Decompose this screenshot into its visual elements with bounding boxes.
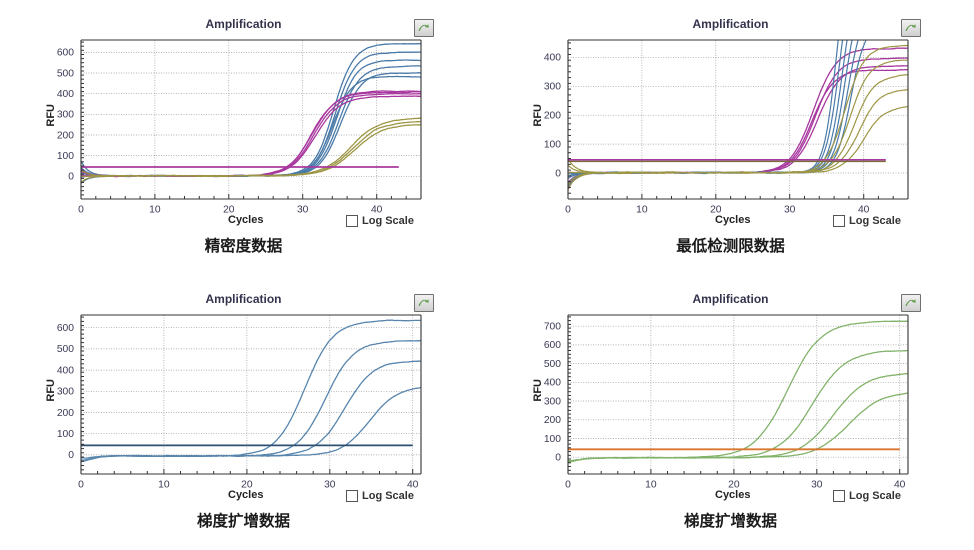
svg-text:500: 500 [544, 359, 561, 370]
svg-text:100: 100 [544, 139, 561, 150]
svg-text:10: 10 [645, 480, 657, 491]
svg-text:600: 600 [544, 340, 561, 351]
svg-text:40: 40 [407, 480, 419, 491]
svg-text:10: 10 [636, 205, 648, 216]
svg-text:400: 400 [544, 378, 561, 389]
svg-text:30: 30 [324, 480, 336, 491]
svg-text:100: 100 [57, 151, 74, 162]
svg-text:700: 700 [544, 322, 561, 333]
svg-text:300: 300 [57, 387, 74, 398]
svg-text:0: 0 [565, 205, 571, 216]
svg-text:10: 10 [158, 480, 170, 491]
svg-text:40: 40 [858, 205, 870, 216]
svg-text:10: 10 [149, 205, 161, 216]
svg-text:100: 100 [57, 429, 74, 440]
svg-text:600: 600 [57, 323, 74, 334]
svg-text:0: 0 [78, 205, 84, 216]
svg-text:30: 30 [784, 205, 796, 216]
svg-text:500: 500 [57, 68, 74, 79]
svg-text:40: 40 [894, 480, 906, 491]
svg-text:0: 0 [68, 172, 74, 183]
svg-text:0: 0 [555, 168, 561, 179]
svg-text:400: 400 [57, 89, 74, 100]
svg-text:600: 600 [57, 48, 74, 59]
svg-text:400: 400 [57, 365, 74, 376]
svg-text:500: 500 [57, 344, 74, 355]
svg-text:0: 0 [78, 480, 84, 491]
svg-text:100: 100 [544, 434, 561, 445]
svg-text:300: 300 [544, 396, 561, 407]
svg-text:40: 40 [371, 205, 383, 216]
svg-text:0: 0 [68, 450, 74, 461]
svg-text:200: 200 [57, 130, 74, 141]
svg-text:200: 200 [544, 415, 561, 426]
svg-text:0: 0 [555, 453, 561, 464]
svg-text:200: 200 [57, 408, 74, 419]
svg-text:400: 400 [544, 53, 561, 64]
svg-text:30: 30 [297, 205, 309, 216]
svg-text:300: 300 [544, 82, 561, 93]
svg-text:30: 30 [811, 480, 823, 491]
svg-text:200: 200 [544, 111, 561, 122]
svg-text:0: 0 [565, 480, 571, 491]
svg-text:300: 300 [57, 110, 74, 121]
